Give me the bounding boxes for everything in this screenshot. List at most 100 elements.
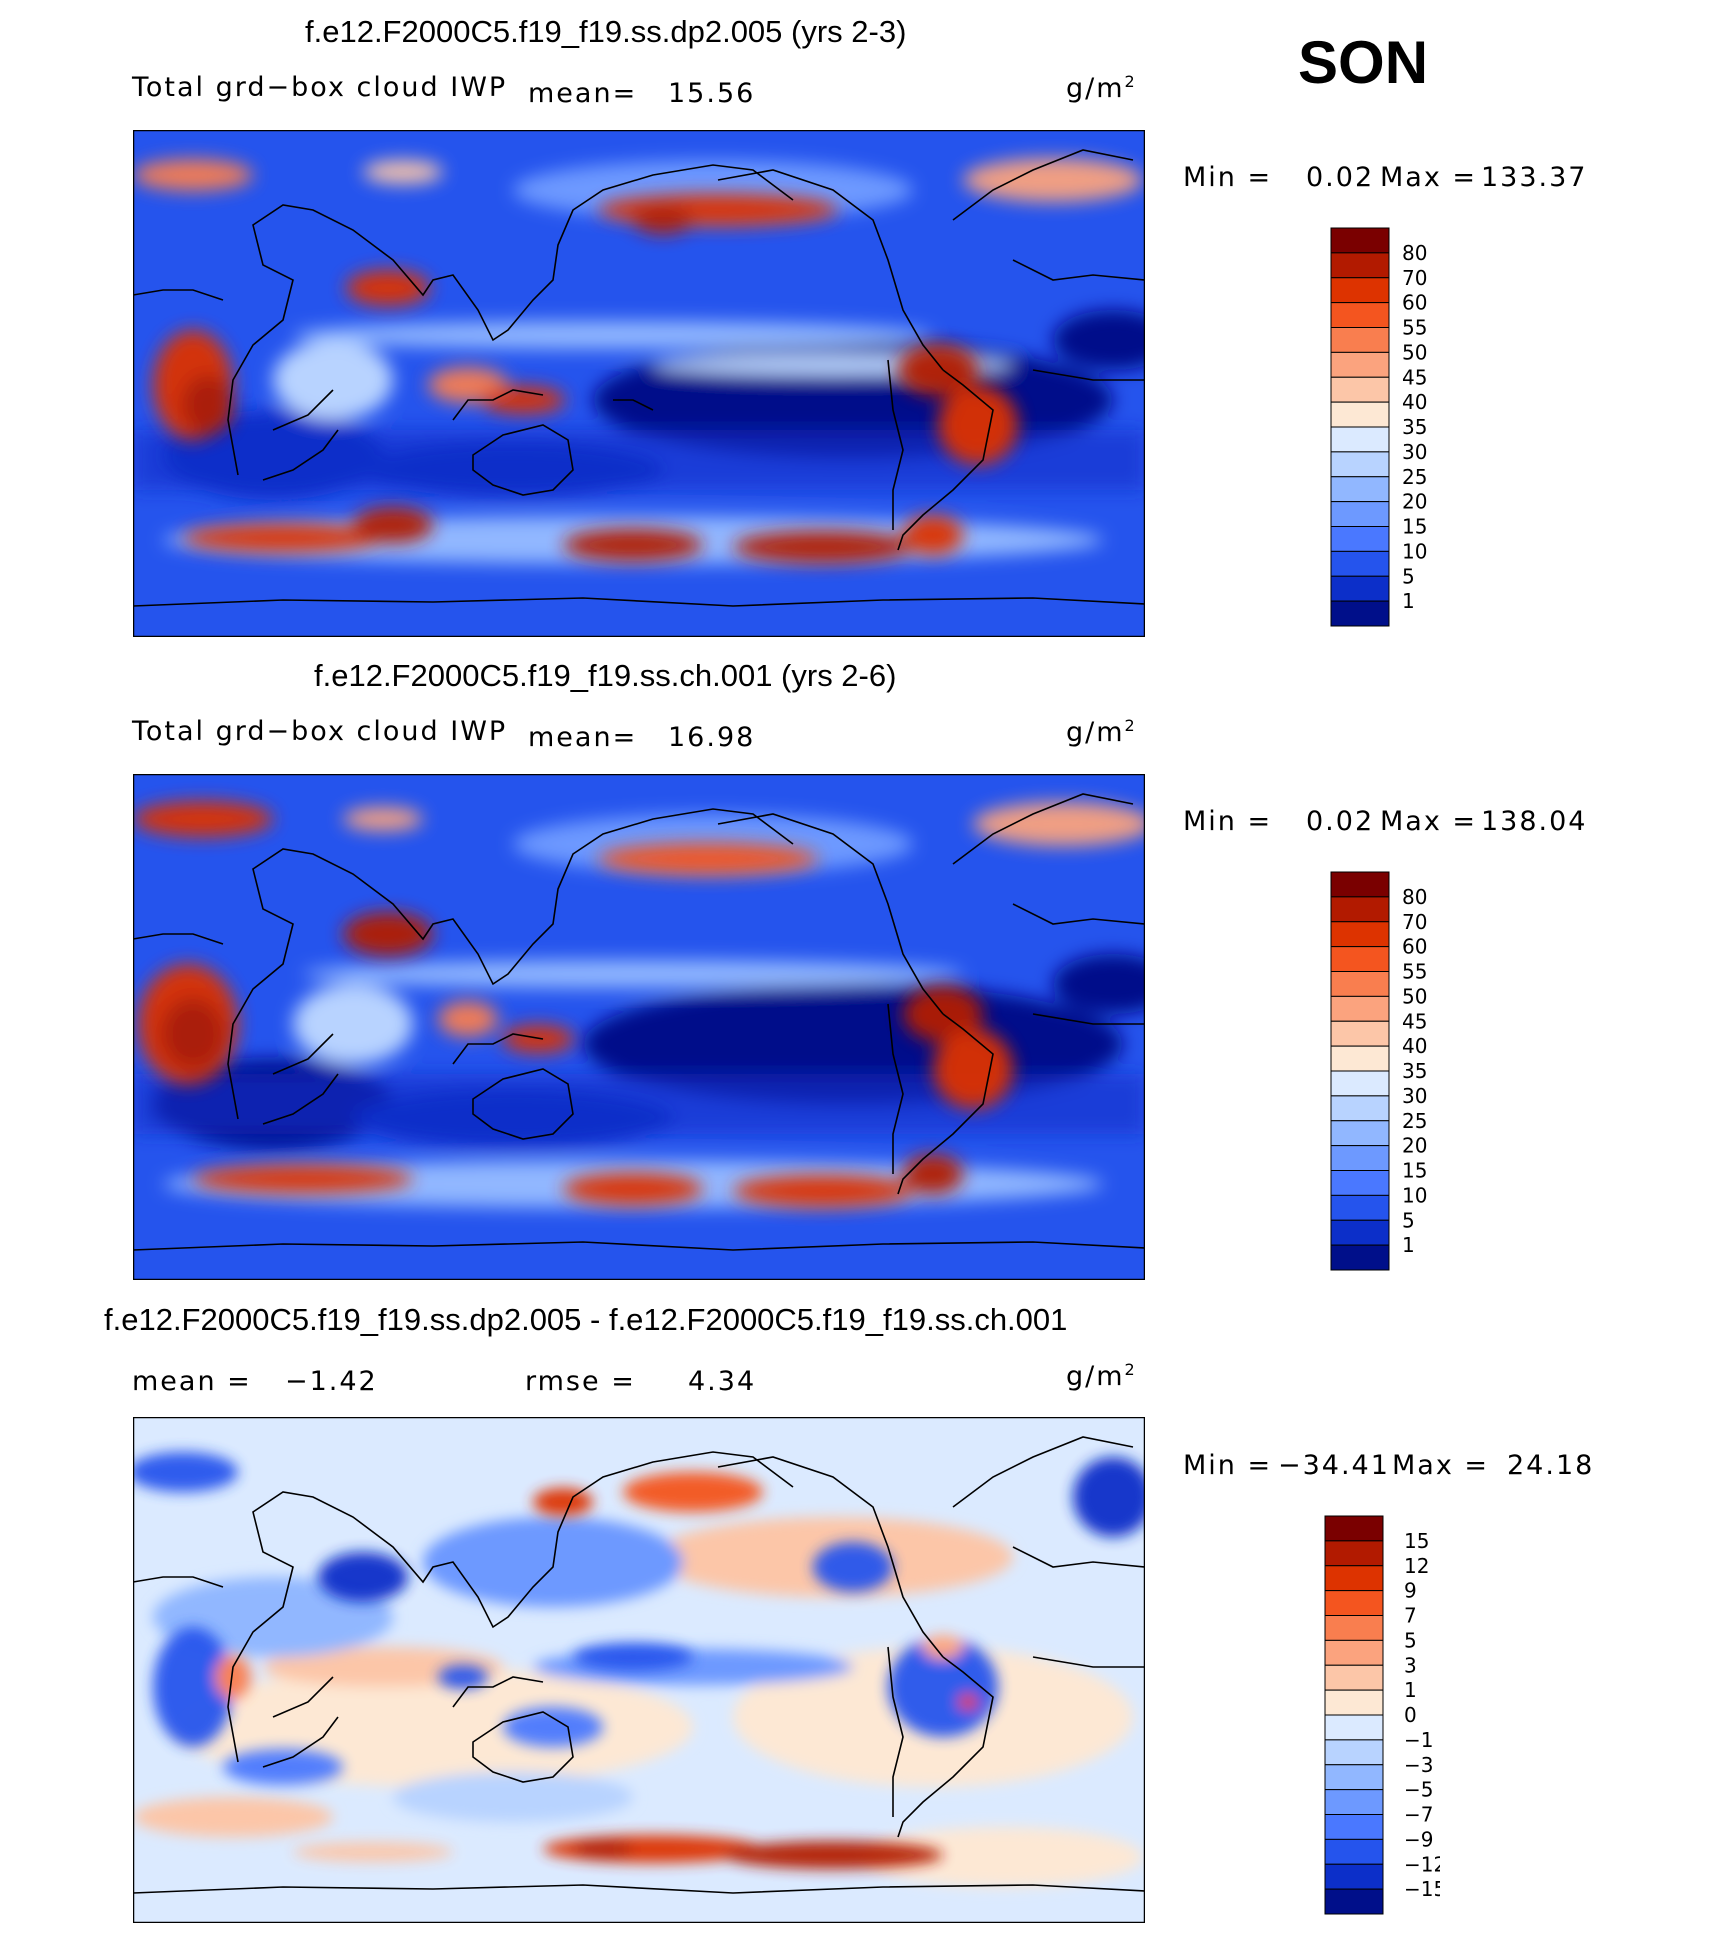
panel-2-colorbar-tick-label: 30 xyxy=(1402,1084,1427,1108)
panel-2-colorbar-swatch xyxy=(1330,871,1390,898)
panel-2-mean-label: mean= xyxy=(528,722,638,753)
panel-1-mean-label: mean= xyxy=(528,78,638,109)
panel-2-colorbar-tick-label: 20 xyxy=(1402,1134,1427,1158)
panel-1-min-value: 0.02 xyxy=(1306,162,1375,193)
panel-2-colorbar-swatch xyxy=(1330,921,1390,948)
panel-1-title: f.e12.F2000C5.f19_f19.ss.dp2.005 (yrs 2-… xyxy=(305,14,907,49)
panel-3-colorbar-tick-label: 3 xyxy=(1404,1653,1417,1677)
panel-2-colorbar-tick-label: 45 xyxy=(1402,1009,1427,1033)
panel-2-colorbar-swatch xyxy=(1330,1244,1390,1271)
panel-1-colorbar-tick-label: 55 xyxy=(1402,316,1427,340)
panel-2-colorbar-tick-label: 15 xyxy=(1402,1159,1427,1183)
panel-1-colorbar-tick-label: 1 xyxy=(1402,589,1415,613)
panel-3-title: f.e12.F2000C5.f19_f19.ss.dp2.005 - f.e12… xyxy=(104,1302,1068,1337)
panel-2-colorbar-swatch xyxy=(1330,1194,1390,1221)
panel-1-colorbar-tick-label: 10 xyxy=(1402,539,1427,563)
panel-3-map xyxy=(133,1417,1145,1923)
panel-2-colorbar-tick-label: 80 xyxy=(1402,885,1427,909)
panel-2-colorbar-swatch xyxy=(1330,896,1390,923)
panel-2-variable-label: Total grd−box cloud IWP xyxy=(132,716,508,747)
panel-2-colorbar-swatch xyxy=(1330,1045,1390,1072)
panel-3-colorbar-swatch xyxy=(1324,1838,1384,1865)
panel-1-colorbar-swatch xyxy=(1330,302,1390,328)
panel-2-min-value: 0.02 xyxy=(1306,806,1375,837)
panel-3-min-value: −34.41 xyxy=(1278,1450,1390,1481)
panel-2-map xyxy=(133,774,1145,1280)
panel-1-units: g/m2 xyxy=(1066,72,1137,104)
panel-3-colorbar-swatch xyxy=(1324,1789,1384,1815)
panel-3-rmse-label: rmse = xyxy=(525,1366,636,1397)
panel-1-colorbar-tick-label: 25 xyxy=(1402,465,1427,489)
panel-3-coastlines xyxy=(133,1436,1145,1894)
panel-3-colorbar-swatch xyxy=(1324,1540,1384,1567)
panel-1-mean-value: 15.56 xyxy=(668,78,756,109)
panel-1-colorbar-swatch xyxy=(1330,451,1390,478)
panel-2-colorbar-swatch xyxy=(1330,946,1390,972)
panel-1-colorbar-tick-label: 80 xyxy=(1402,241,1427,265)
panel-3-colorbar-tick-label: 0 xyxy=(1404,1703,1417,1727)
panel-2-units: g/m2 xyxy=(1066,716,1137,748)
panel-3-max-label: Max = xyxy=(1392,1450,1490,1481)
panel-2-colorbar-tick-label: 35 xyxy=(1402,1059,1427,1083)
panel-3-colorbar-tick-label: −15 xyxy=(1404,1877,1440,1901)
panel-1-colorbar-swatch xyxy=(1330,252,1390,279)
panel-1-colorbar-swatch xyxy=(1330,401,1390,428)
panel-1-colorbar-swatch xyxy=(1330,327,1390,353)
panel-1-colorbar-swatch xyxy=(1330,501,1390,527)
panel-2-max-value: 138.04 xyxy=(1481,806,1588,837)
panel-3-colorbar-swatch xyxy=(1324,1590,1384,1616)
panel-2-colorbar-swatch xyxy=(1330,1070,1390,1097)
panel-1-colorbar-tick-label: 45 xyxy=(1402,365,1427,389)
panel-2-colorbar-tick-label: 40 xyxy=(1402,1034,1427,1058)
panel-1-colorbar-swatch xyxy=(1330,351,1390,378)
panel-1-colorbar-swatch xyxy=(1330,550,1390,577)
panel-2-colorbar-tick-label: 70 xyxy=(1402,910,1427,934)
panel-2-colorbar-swatch xyxy=(1330,1095,1390,1122)
panel-3-colorbar-tick-label: 12 xyxy=(1404,1554,1429,1578)
panel-3-mean-value: −1.42 xyxy=(285,1366,378,1397)
panel-2-colorbar-tick-label: 55 xyxy=(1402,960,1427,984)
panel-1-max-value: 133.37 xyxy=(1481,162,1588,193)
panel-1-coastlines xyxy=(133,149,1145,607)
panel-1-colorbar-tick-label: 5 xyxy=(1402,564,1415,588)
panel-1-colorbar-swatch xyxy=(1330,600,1390,627)
panel-3-units: g/m2 xyxy=(1066,1360,1137,1392)
panel-3-colorbar-tick-label: −7 xyxy=(1404,1803,1433,1827)
panel-3-colorbar-swatch xyxy=(1324,1863,1384,1890)
panel-3-colorbar-swatch xyxy=(1324,1639,1384,1666)
panel-2-colorbar-swatch xyxy=(1330,1120,1390,1147)
panel-2-colorbar-swatch xyxy=(1330,1020,1390,1047)
panel-2-max-label: Max = xyxy=(1380,806,1478,837)
panel-2-mean-value: 16.98 xyxy=(668,722,756,753)
panel-3-colorbar-tick-label: 5 xyxy=(1404,1628,1417,1652)
panel-3-colorbar-tick-label: −9 xyxy=(1404,1827,1433,1851)
panel-1-colorbar-swatch xyxy=(1330,526,1390,552)
panel-1-colorbar-tick-label: 20 xyxy=(1402,490,1427,514)
panel-1-colorbar-swatch xyxy=(1330,426,1390,453)
panel-3-colorbar-swatch xyxy=(1324,1714,1384,1741)
panel-2-colorbar-swatch xyxy=(1330,1170,1390,1196)
panel-1-colorbar-swatch xyxy=(1330,575,1390,602)
panel-1-map xyxy=(133,130,1145,637)
panel-2-colorbar-tick-label: 1 xyxy=(1402,1233,1415,1257)
season-label: SON xyxy=(1298,29,1429,96)
panel-3-max-value: 24.18 xyxy=(1507,1450,1595,1481)
panel-3-colorbar-swatch xyxy=(1324,1565,1384,1592)
panel-1-variable-label: Total grd−box cloud IWP xyxy=(132,72,508,103)
panel-2-colorbar-swatch xyxy=(1330,971,1390,997)
panel-1-colorbar-tick-label: 60 xyxy=(1402,291,1427,315)
panel-3-colorbar-swatch xyxy=(1324,1689,1384,1716)
panel-3-mean-label: mean = xyxy=(132,1366,252,1397)
panel-1-colorbar-swatch xyxy=(1330,376,1390,403)
panel-2-colorbar-tick-label: 60 xyxy=(1402,935,1427,959)
panel-3-colorbar-swatch xyxy=(1324,1814,1384,1840)
panel-2-min-label: Min = xyxy=(1183,806,1273,837)
panel-3-colorbar-tick-label: 1 xyxy=(1404,1678,1417,1702)
panel-2-colorbar-tick-label: 10 xyxy=(1402,1183,1427,1207)
panel-3-colorbar-swatch xyxy=(1324,1515,1384,1542)
panel-2-colorbar-tick-label: 50 xyxy=(1402,984,1427,1008)
panel-1-colorbar-tick-label: 70 xyxy=(1402,266,1427,290)
panel-3-colorbar-tick-label: −3 xyxy=(1404,1753,1433,1777)
